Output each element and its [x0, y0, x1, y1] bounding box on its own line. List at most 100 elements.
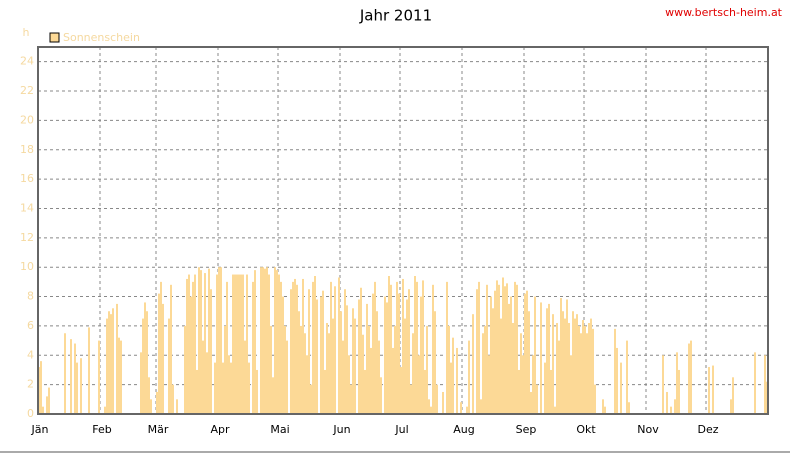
legend-label: Sonnenschein [63, 31, 140, 44]
bar [424, 369, 426, 414]
bar [228, 355, 230, 414]
bar [106, 318, 108, 414]
x-tick-label: Jul [394, 423, 408, 436]
bar [314, 276, 316, 414]
bar [320, 296, 322, 414]
bar [690, 340, 692, 414]
bar [290, 289, 292, 414]
bar [270, 325, 272, 414]
bar [360, 287, 362, 414]
bar [262, 267, 264, 414]
bar [592, 328, 594, 414]
bar [316, 299, 318, 414]
bar [252, 281, 254, 414]
bar [562, 311, 564, 414]
bar [478, 281, 480, 414]
bar [434, 311, 436, 414]
bar [232, 274, 234, 414]
bar [450, 362, 452, 414]
bar [410, 384, 412, 414]
bar [140, 352, 142, 414]
bar [390, 284, 392, 414]
bar [602, 399, 604, 414]
bar [484, 325, 486, 414]
bar [540, 302, 542, 414]
x-tick-label: Apr [210, 423, 230, 436]
x-tick-label: Dez [697, 423, 718, 436]
bar [494, 290, 496, 414]
bar [284, 325, 286, 414]
bar [172, 384, 174, 414]
site-link[interactable]: www.bertsch-heim.at [665, 6, 783, 19]
bar [266, 267, 268, 414]
bar [500, 318, 502, 414]
bar [98, 340, 100, 414]
bar [276, 270, 278, 414]
y-tick-label: 22 [20, 84, 34, 97]
bar [112, 308, 114, 414]
bar [104, 406, 106, 414]
bar [402, 278, 404, 414]
bar [198, 267, 200, 414]
bar [222, 362, 224, 414]
bar [534, 296, 536, 414]
bar [432, 284, 434, 414]
bar [240, 274, 242, 414]
bar [388, 276, 390, 414]
bar [386, 302, 388, 414]
bar [354, 318, 356, 414]
bar [566, 299, 568, 414]
bar [340, 311, 342, 414]
bar [452, 337, 454, 414]
bar [70, 339, 72, 414]
bar [502, 277, 504, 414]
bar [536, 384, 538, 414]
bar [398, 293, 400, 414]
bar [436, 384, 438, 414]
bar [218, 267, 220, 414]
bar [670, 406, 672, 414]
bar [570, 355, 572, 414]
bar [74, 343, 76, 414]
bar [730, 399, 732, 414]
bar [204, 273, 206, 414]
bar [512, 322, 514, 414]
y-tick-label: 16 [20, 172, 34, 185]
bar [754, 352, 756, 414]
bar [296, 284, 298, 414]
bar [576, 314, 578, 414]
bar [404, 318, 406, 414]
bar [268, 274, 270, 414]
bar [712, 365, 714, 414]
bar [162, 303, 164, 414]
bar [662, 355, 664, 414]
bar [118, 337, 120, 414]
bar [708, 367, 710, 414]
bar [322, 290, 324, 414]
bar [396, 281, 398, 414]
bar [308, 289, 310, 414]
y-unit: h [23, 26, 30, 39]
bar [554, 406, 556, 414]
bar [312, 281, 314, 414]
bar [524, 293, 526, 414]
bar [184, 325, 186, 414]
bar [564, 318, 566, 414]
bar [400, 367, 402, 414]
bar [590, 318, 592, 414]
legend-swatch [49, 32, 60, 43]
bar [516, 284, 518, 414]
bar [428, 399, 430, 414]
bar [522, 355, 524, 414]
bar [552, 314, 554, 414]
bar [370, 347, 372, 414]
bar [334, 286, 336, 414]
bar [324, 369, 326, 414]
bar [280, 281, 282, 414]
bar [208, 268, 210, 414]
bar [582, 320, 584, 414]
bar [676, 352, 678, 414]
bar [42, 406, 44, 414]
bar [580, 333, 582, 414]
